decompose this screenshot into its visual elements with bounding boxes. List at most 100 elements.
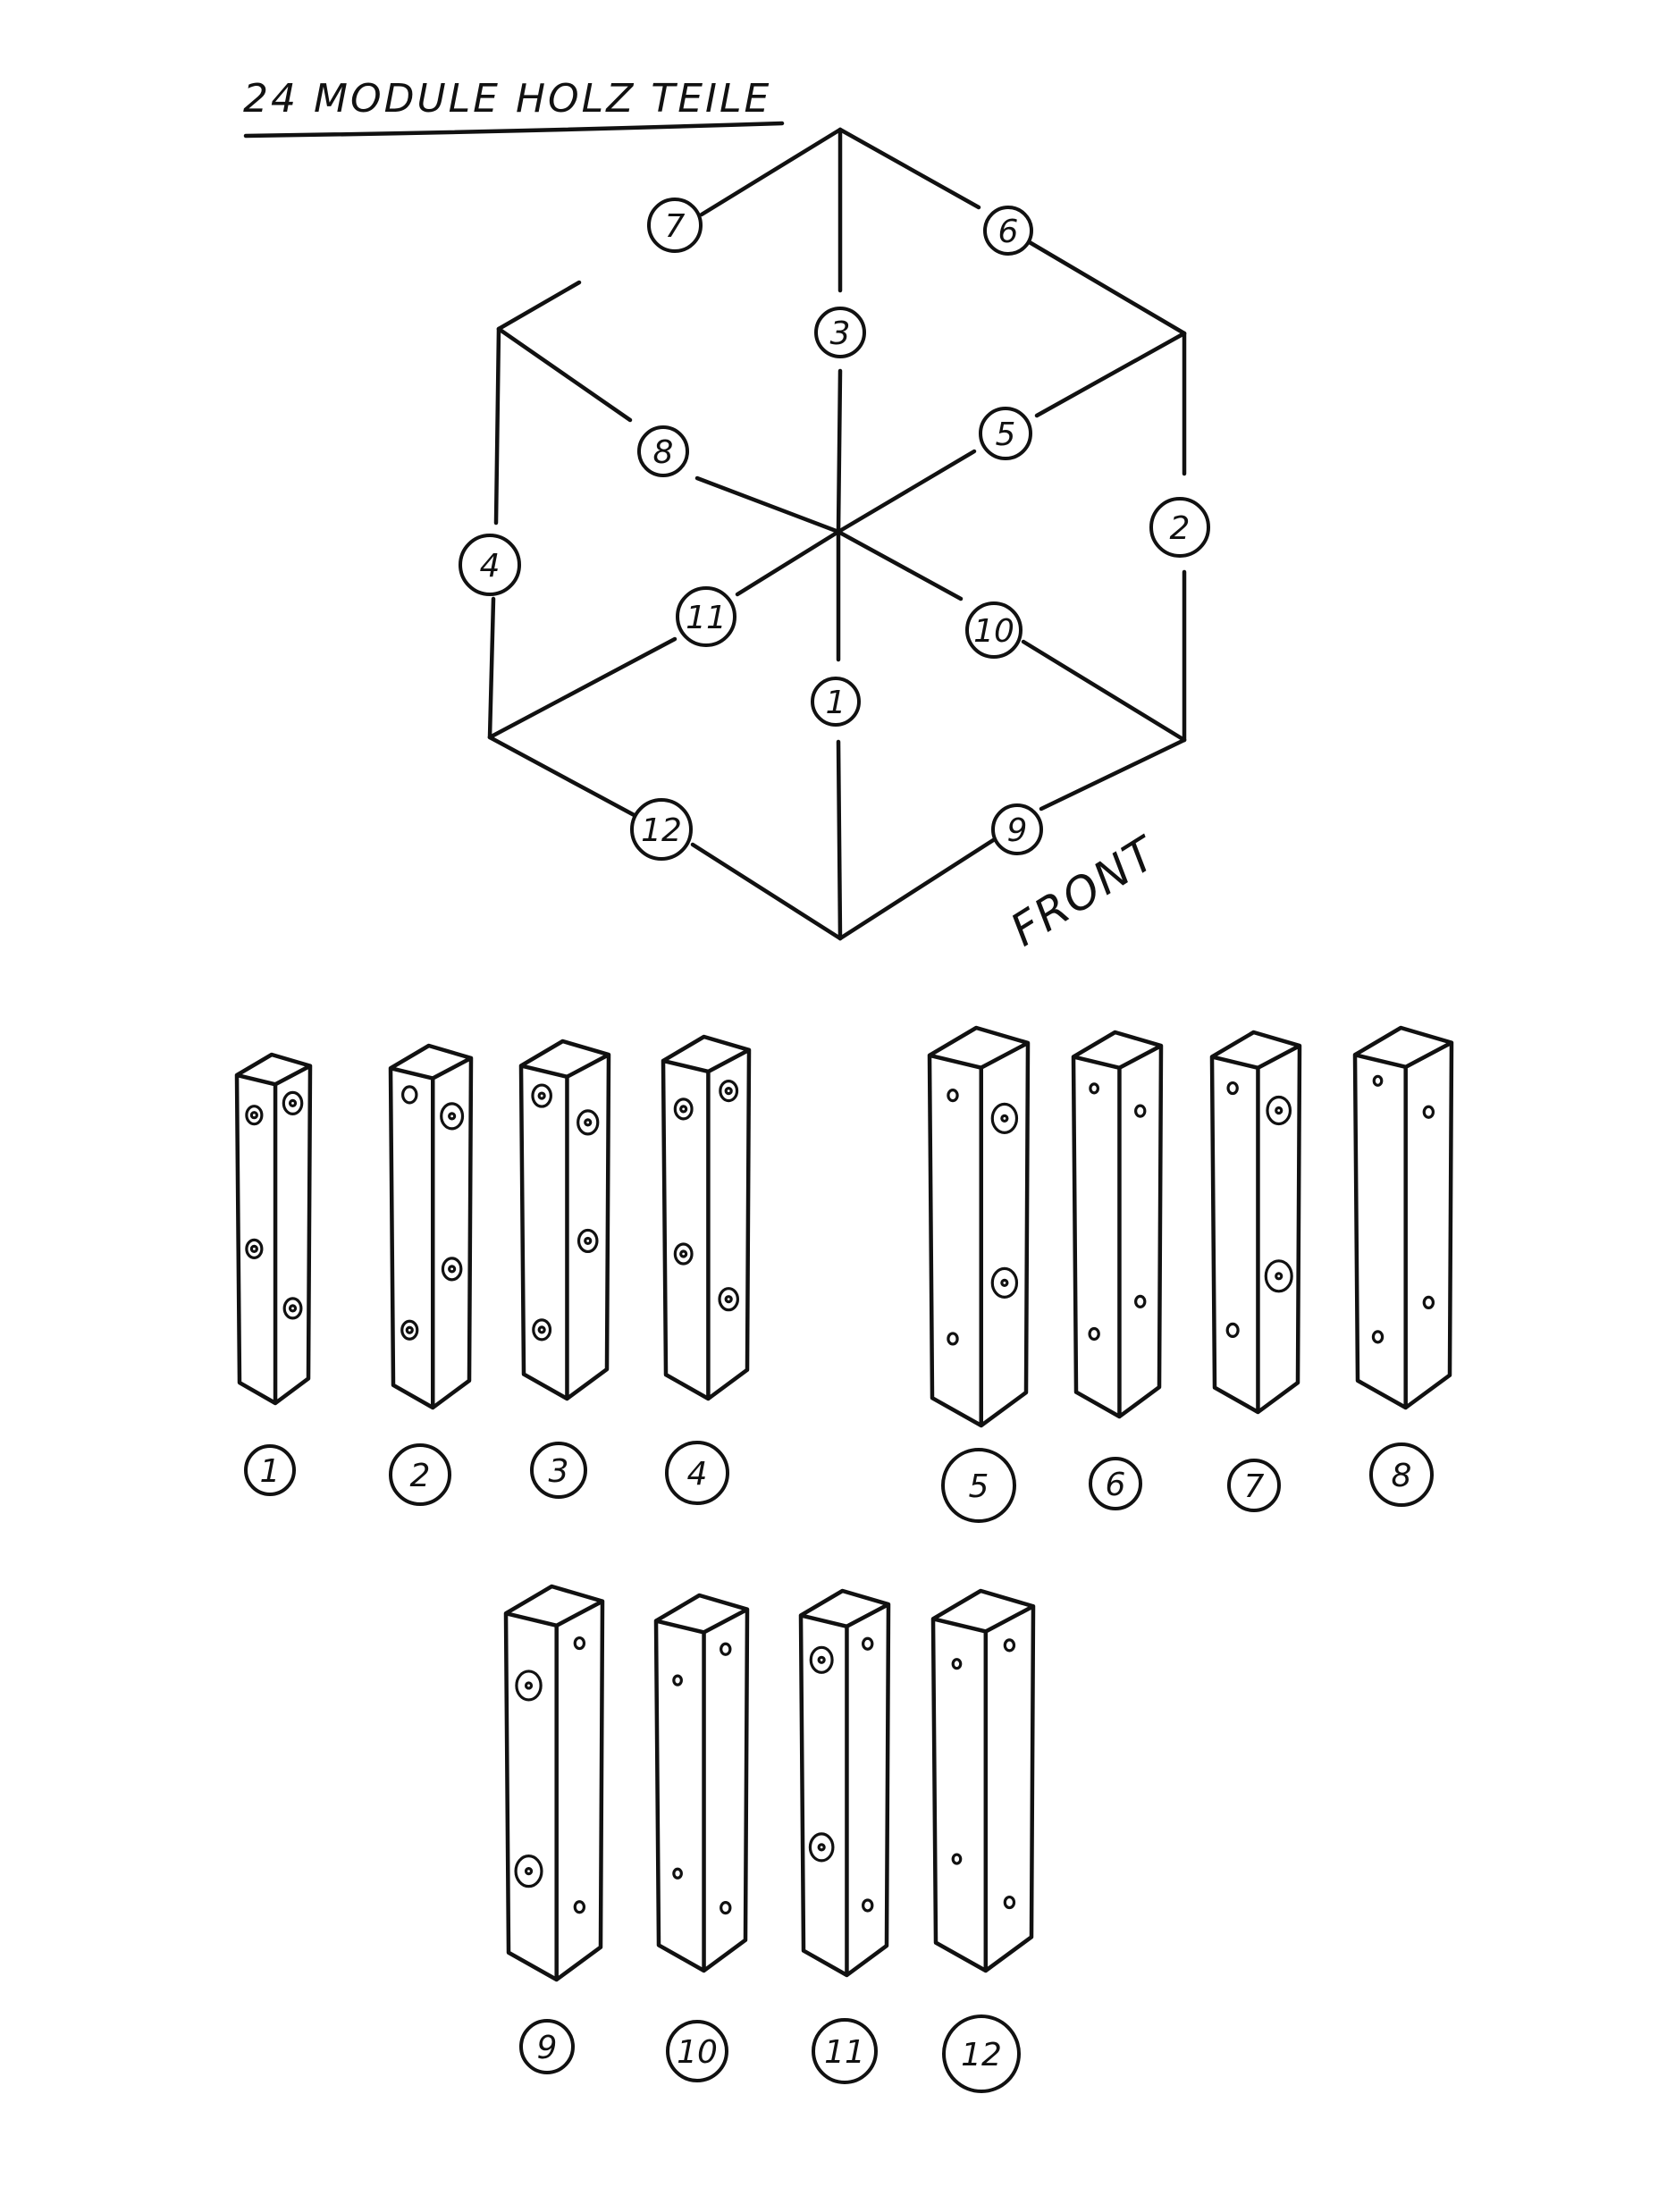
svg-text:3: 3 <box>830 315 851 352</box>
hex-label-spoke-lower-left: 11 <box>676 586 736 647</box>
screw-hole-center <box>1000 1278 1009 1288</box>
part-2: 2 <box>388 1043 474 1506</box>
screw-hole <box>862 1636 874 1651</box>
part-stick-outline <box>234 1052 313 1406</box>
screw-hole <box>514 1855 543 1888</box>
screw-hole <box>577 1228 599 1254</box>
part-5: 5 <box>927 1025 1031 1523</box>
screw-hole-center <box>288 1304 298 1313</box>
screw-hole <box>245 1105 264 1126</box>
screw-hole <box>990 1102 1019 1135</box>
screw-hole <box>990 1266 1019 1299</box>
screw-hole <box>1225 1322 1240 1339</box>
sheet-title: 24 MODULE HOLZ TEILE <box>243 76 771 122</box>
screw-hole <box>1089 1082 1100 1095</box>
screw-hole-center <box>524 1867 534 1876</box>
screw-hole <box>1266 1095 1292 1126</box>
hex-label-spoke-upper-right: 5 <box>979 407 1032 460</box>
part-label: 9 <box>537 2030 558 2066</box>
svg-text:11: 11 <box>686 600 727 636</box>
part-label-ring <box>530 1442 587 1499</box>
hex-edge-bottom-right <box>837 737 1187 941</box>
parts-list: 1 2 3 4 5 6 7 89 10 11 12 <box>234 1025 1454 2093</box>
screw-hole-center <box>679 1105 688 1114</box>
screw-hole <box>573 1636 586 1651</box>
part-stick-outline <box>1071 1030 1164 1419</box>
part-label-ring <box>389 1443 451 1506</box>
svg-text:2: 2 <box>1170 510 1191 547</box>
screw-hole <box>401 1085 418 1105</box>
screw-hole <box>808 1832 835 1863</box>
hex-label-spoke-upper-left: 8 <box>637 425 689 477</box>
screw-hole <box>1264 1259 1293 1293</box>
svg-text:6: 6 <box>998 214 1019 250</box>
part-label: 12 <box>961 2037 1002 2073</box>
screw-hole-center <box>817 1655 826 1664</box>
part-stick-outline <box>503 1584 605 1982</box>
screw-hole <box>532 1318 552 1341</box>
hex-label-edge-left: 4 <box>459 534 521 596</box>
screw-hole-center <box>584 1118 593 1127</box>
screw-hole-center <box>817 1843 826 1852</box>
screw-hole-center <box>724 1086 733 1096</box>
svg-text:10: 10 <box>973 613 1014 650</box>
screw-hole-center <box>448 1265 457 1274</box>
part-7: 7 <box>1209 1030 1302 1512</box>
screw-hole <box>951 1853 963 1865</box>
hex-spoke-lower-right <box>836 529 1187 743</box>
hex-label-edge-bottom-left: 12 <box>630 798 693 861</box>
hex-spoke-lower-left <box>487 529 841 740</box>
screw-hole <box>718 1287 739 1312</box>
part-6: 6 <box>1071 1030 1164 1510</box>
screw-hole-center <box>1275 1272 1283 1281</box>
svg-text:12: 12 <box>641 812 682 849</box>
screw-hole <box>573 1900 586 1914</box>
part-label: 10 <box>677 2034 718 2071</box>
title-block: 24 MODULE HOLZ TEILE <box>243 76 785 139</box>
screw-hole <box>672 1674 683 1686</box>
part-stick-outline <box>930 1588 1036 1973</box>
screw-hole <box>440 1102 465 1131</box>
screw-hole <box>673 1098 694 1121</box>
screw-hole <box>1422 1105 1435 1119</box>
part-4: 4 <box>661 1034 752 1505</box>
screw-hole <box>809 1645 834 1674</box>
part-stick-outline <box>927 1025 1031 1428</box>
part-label-ring <box>1089 1457 1142 1510</box>
screw-hole-center <box>537 1091 546 1100</box>
hex-spoke-upper-left <box>496 326 841 534</box>
screw-hole <box>1422 1295 1435 1310</box>
part-label: 6 <box>1106 1467 1126 1503</box>
part-stick-outline <box>518 1039 611 1401</box>
part-label-ring <box>519 2019 575 2074</box>
screw-hole-center <box>249 1111 258 1120</box>
screw-hole-center <box>584 1236 593 1246</box>
svg-text:8: 8 <box>653 434 674 471</box>
part-10: 10 <box>653 1593 750 2082</box>
screw-hole <box>951 1658 963 1670</box>
screw-hole-center <box>679 1249 688 1258</box>
part-label-ring <box>812 2018 878 2084</box>
hexagon-assembly-diagram: 7 6 2 9 12 4 3 5 <box>459 127 1210 956</box>
part-label: 1 <box>260 1453 281 1490</box>
part-label: 3 <box>549 1453 569 1490</box>
hex-label-edge-right: 2 <box>1149 497 1210 558</box>
screw-hole <box>577 1109 600 1136</box>
screw-hole <box>947 1332 959 1346</box>
screw-hole <box>531 1083 552 1108</box>
screw-hole-center <box>448 1112 457 1121</box>
screw-hole-center <box>405 1325 414 1334</box>
screw-hole <box>515 1670 543 1702</box>
part-stick-outline <box>661 1034 752 1401</box>
screw-hole-center <box>724 1295 733 1304</box>
screw-hole-center <box>1275 1106 1283 1115</box>
screw-hole <box>719 1079 739 1103</box>
screw-hole <box>1134 1294 1147 1308</box>
screw-hole <box>1088 1326 1100 1341</box>
part-12: 12 <box>930 1588 1036 2093</box>
part-stick-outline <box>1209 1030 1302 1415</box>
part-stick-outline <box>1352 1025 1454 1410</box>
screw-hole <box>720 1642 732 1656</box>
screw-hole <box>720 1901 732 1915</box>
svg-text:1: 1 <box>826 685 846 721</box>
